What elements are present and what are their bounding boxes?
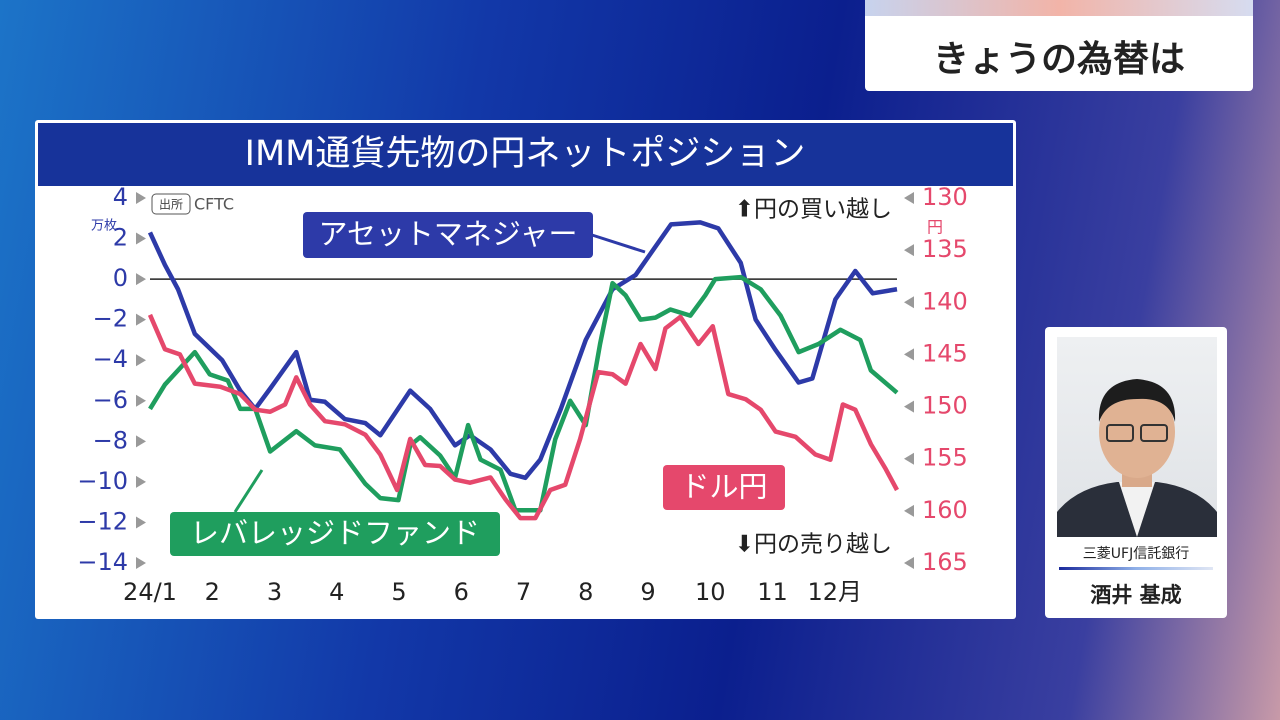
title-bar (38, 123, 1013, 186)
y2-tick (904, 557, 914, 569)
legend-box (303, 212, 593, 258)
x-tick-label: 5 (391, 578, 406, 606)
y-tick-label: −14 (77, 548, 128, 576)
guest-rule (1059, 567, 1213, 570)
label-pointer (233, 469, 264, 513)
x-tick-label: 4 (329, 578, 344, 606)
y-tick (136, 273, 146, 286)
y-tick (136, 394, 146, 407)
y-tick (136, 516, 146, 529)
topic-title: きょうの為替は (932, 39, 1185, 80)
legend-label: ドル円 (680, 470, 767, 504)
y-tick (136, 313, 146, 326)
annotation: ⬇円の売り越し (735, 532, 892, 558)
label-pointer (591, 233, 646, 254)
annotation: ⬆円の買い越し (735, 197, 892, 223)
y2-tick (904, 192, 914, 204)
source-label: 出所 (159, 198, 183, 212)
y-tick (136, 354, 146, 367)
y-tick-label: −2 (93, 305, 128, 333)
y2-tick (904, 244, 914, 257)
series-line (147, 313, 899, 521)
y-tick-label: 2 (113, 224, 128, 252)
y2-tick-label: 155 (922, 444, 968, 472)
x-tick-label: 8 (578, 578, 593, 606)
y2-tick-label: 165 (922, 548, 968, 576)
guest-panel: 三菱UFJ信託銀行 酒井 基成 (1045, 327, 1227, 618)
series-line (147, 220, 898, 481)
y2-unit: 円 (927, 218, 943, 237)
series-line (148, 274, 899, 513)
y-tick (136, 435, 146, 448)
x-tick-label: 6 (454, 578, 469, 606)
guest-photo (1057, 337, 1217, 537)
y-tick (136, 557, 146, 569)
y-tick (136, 232, 146, 245)
y-tick-label: 0 (113, 264, 128, 292)
x-tick-label: 24/1 (123, 578, 177, 606)
source-box (151, 193, 191, 215)
chart-title: IMM通貨先物の円ネットポジション (245, 134, 806, 174)
y-tick-label: −12 (77, 507, 128, 535)
x-tick-label: 12月 (807, 578, 862, 606)
y-tick-label: −8 (93, 426, 128, 454)
y2-tick-label: 150 (922, 392, 968, 420)
y2-tick-label: 145 (922, 339, 968, 367)
y2-tick (904, 296, 914, 309)
y2-tick (904, 348, 914, 361)
y-tick (136, 192, 146, 204)
y2-tick (904, 504, 914, 517)
legend-label: レバレッジドファンド (190, 516, 480, 550)
source: CFTC (194, 195, 234, 214)
y2-tick-label: 140 (922, 287, 968, 315)
y-tick (136, 475, 146, 488)
legend-label: アセットマネジャー (319, 217, 578, 251)
legend-box (170, 512, 500, 556)
x-tick-label: 11 (757, 578, 788, 606)
legend-box (663, 465, 785, 510)
portrait (1057, 379, 1217, 537)
guest-affiliation: 三菱UFJ信託銀行 (1082, 546, 1190, 562)
topic-box: きょうの為替は (865, 0, 1253, 91)
y2-tick-label: 135 (922, 235, 968, 263)
topic-strip (865, 0, 1253, 16)
y2-tick (904, 452, 914, 465)
x-tick-label: 9 (640, 578, 655, 606)
y-unit: 万枚 (91, 219, 117, 234)
y2-tick (904, 400, 914, 413)
x-tick-label: 10 (695, 578, 726, 606)
y-tick-label: −4 (93, 345, 128, 373)
y2-tick-label: 160 (922, 496, 968, 524)
x-tick-label: 7 (516, 578, 531, 606)
x-tick-label: 2 (205, 578, 220, 606)
y-tick-label: −6 (93, 386, 128, 414)
y2-tick-label: 130 (922, 183, 968, 211)
guest-name: 酒井 基成 (1090, 583, 1182, 607)
x-tick-label: 3 (267, 578, 282, 606)
y-tick-label: −10 (77, 467, 128, 495)
y-tick-label: 4 (113, 183, 128, 211)
